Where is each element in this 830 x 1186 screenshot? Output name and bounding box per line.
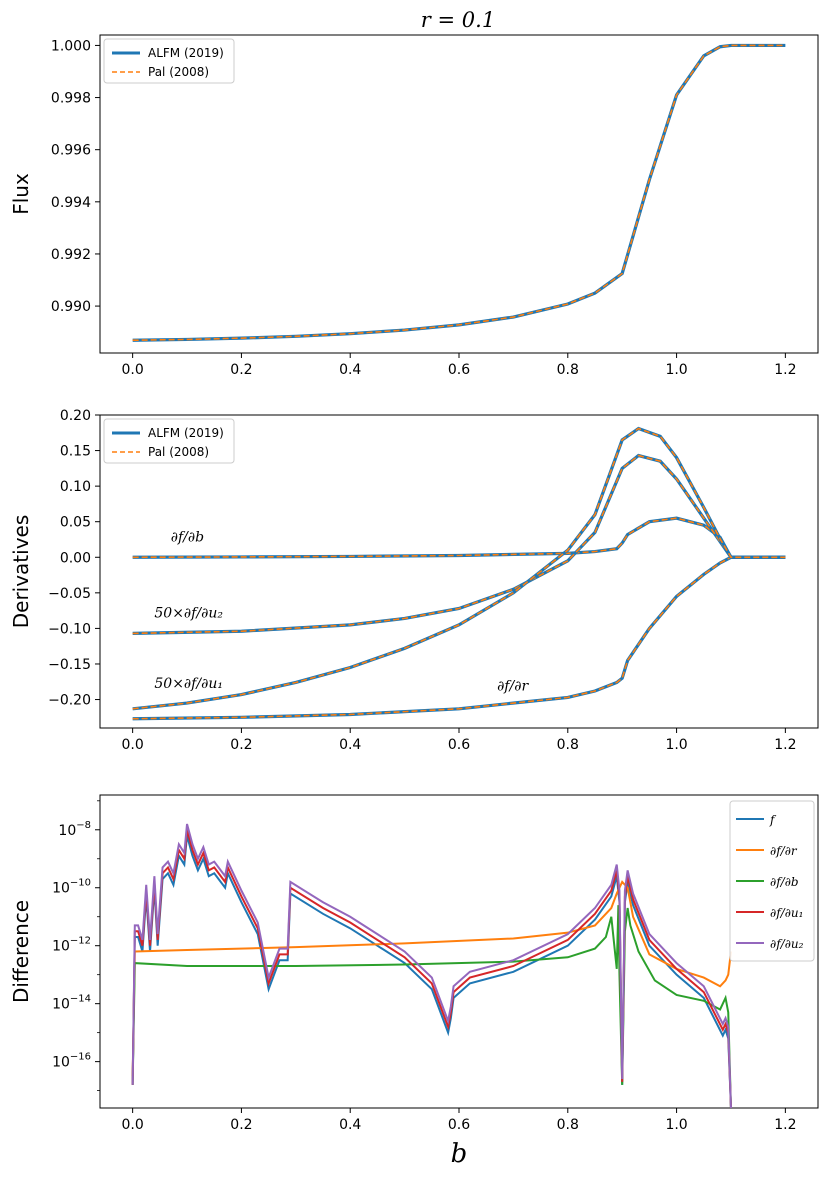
- x-tick-label: 0.2: [230, 362, 252, 378]
- curve-alfm-2: [132, 453, 786, 635]
- series-line-2: [131, 905, 732, 1108]
- legend-label: ∂f/∂r: [770, 844, 798, 858]
- panel-derivatives: 0.0 0.2 0.4 0.6 0.8 1.0 1.2 −0.20 −0.15 −0.10 −0.0…: [9, 408, 819, 753]
- y-tick-label: 0.992: [51, 247, 91, 263]
- panel-difference: 0.0 0.2 0.4 0.6 0.8 1.0 1.2 10−16 10−14 10−12 10−1…: [9, 794, 819, 1169]
- legend-label: ∂f/∂u₁: [770, 906, 803, 920]
- y-tick-label: 0.05: [60, 515, 91, 531]
- x-tick-label: 1.0: [665, 362, 687, 378]
- y-tick-label: 10−14: [52, 994, 91, 1013]
- x-tick-label: 0.6: [448, 737, 470, 753]
- curve-alfm-1: [132, 555, 786, 721]
- panel-flux: 0.0 0.2 0.4 0.6 0.8 1.0 1.2 0.990 0.992 0.994 0.99…: [9, 34, 819, 378]
- series-line-4: [131, 823, 732, 1108]
- plot-area: [132, 426, 786, 721]
- annotation-0: ∂f/∂b: [171, 530, 204, 546]
- x-tick-label: 0.0: [122, 1117, 144, 1133]
- plot-area: [131, 823, 732, 1108]
- x-tick-label: 0.4: [339, 362, 361, 378]
- y-axis-label: Flux: [9, 173, 33, 215]
- y-tick-label: 10−12: [52, 936, 91, 955]
- x-tick-label: 0.6: [448, 1117, 470, 1133]
- legend-label: Pal (2008): [148, 65, 209, 79]
- y-tick-label: −0.05: [48, 586, 91, 602]
- curve-pal-3: [132, 427, 786, 710]
- series-line-pal-2008-: [132, 44, 786, 342]
- y-tick-label: 10−8: [58, 820, 91, 839]
- x-tick-label: 0.0: [122, 737, 144, 753]
- curve-pal-1: [132, 556, 786, 720]
- annotation-3: ∂f/∂r: [497, 678, 529, 694]
- series-line-alfm-2019-: [132, 43, 786, 342]
- y-tick-label: 0.990: [51, 299, 91, 315]
- legend-label: Pal (2008): [148, 445, 209, 459]
- y-tick-label: 10−10: [52, 878, 91, 897]
- plot-area: [132, 43, 786, 342]
- x-tick-label: 1.2: [774, 1117, 796, 1133]
- series-line-0: [131, 835, 732, 1108]
- annotation-1: 50×∂f/∂u₂: [154, 606, 223, 622]
- y-tick-label: 1.000: [51, 38, 91, 54]
- x-tick-label: 0.4: [339, 1117, 361, 1133]
- legend-label: f: [769, 813, 777, 827]
- x-tick-label: 0.8: [557, 1117, 579, 1133]
- x-axis-label: b: [451, 1139, 468, 1169]
- y-tick-label: −0.20: [48, 693, 91, 709]
- x-tick-label: 0.8: [557, 362, 579, 378]
- legend-label: ∂f/∂u₂: [770, 937, 804, 951]
- x-tick-label: 1.0: [665, 1117, 687, 1133]
- y-tick-label: 0.20: [60, 408, 91, 424]
- x-tick-label: 1.2: [774, 362, 796, 378]
- legend-label: ALFM (2019): [148, 46, 224, 60]
- x-tick-label: 1.0: [665, 737, 687, 753]
- curve-pal-0: [132, 517, 786, 559]
- x-tick-label: 0.2: [230, 737, 252, 753]
- legend-box: [729, 800, 815, 962]
- legend-label: ∂f/∂b: [770, 875, 799, 889]
- y-tick-label: −0.10: [48, 621, 91, 637]
- x-tick-label: 0.0: [122, 362, 144, 378]
- curve-alfm-3: [132, 426, 786, 711]
- y-tick-label: 0.00: [60, 550, 91, 566]
- y-axis-label: Derivatives: [9, 515, 33, 629]
- y-tick-label: 0.10: [60, 479, 91, 495]
- y-tick-label: 0.15: [60, 444, 91, 460]
- y-tick-label: 0.994: [51, 195, 91, 211]
- y-tick-label: 10−16: [52, 1052, 91, 1071]
- figure-title: r = 0.1: [421, 8, 495, 32]
- y-axis-label: Difference: [9, 900, 33, 1003]
- annotation-2: 50×∂f/∂u₁: [154, 676, 223, 692]
- x-tick-label: 1.2: [774, 737, 796, 753]
- y-tick-label: 0.998: [51, 91, 91, 107]
- y-tick-label: −0.15: [48, 657, 91, 673]
- curve-alfm-0: [132, 516, 786, 559]
- curve-pal-2: [132, 454, 786, 635]
- x-tick-label: 0.2: [230, 1117, 252, 1133]
- legend-label: ALFM (2019): [148, 426, 224, 440]
- axes-frame: [99, 794, 819, 1109]
- y-tick-label: 0.996: [51, 143, 91, 159]
- x-tick-label: 0.6: [448, 362, 470, 378]
- x-tick-label: 0.4: [339, 737, 361, 753]
- x-tick-label: 0.8: [557, 737, 579, 753]
